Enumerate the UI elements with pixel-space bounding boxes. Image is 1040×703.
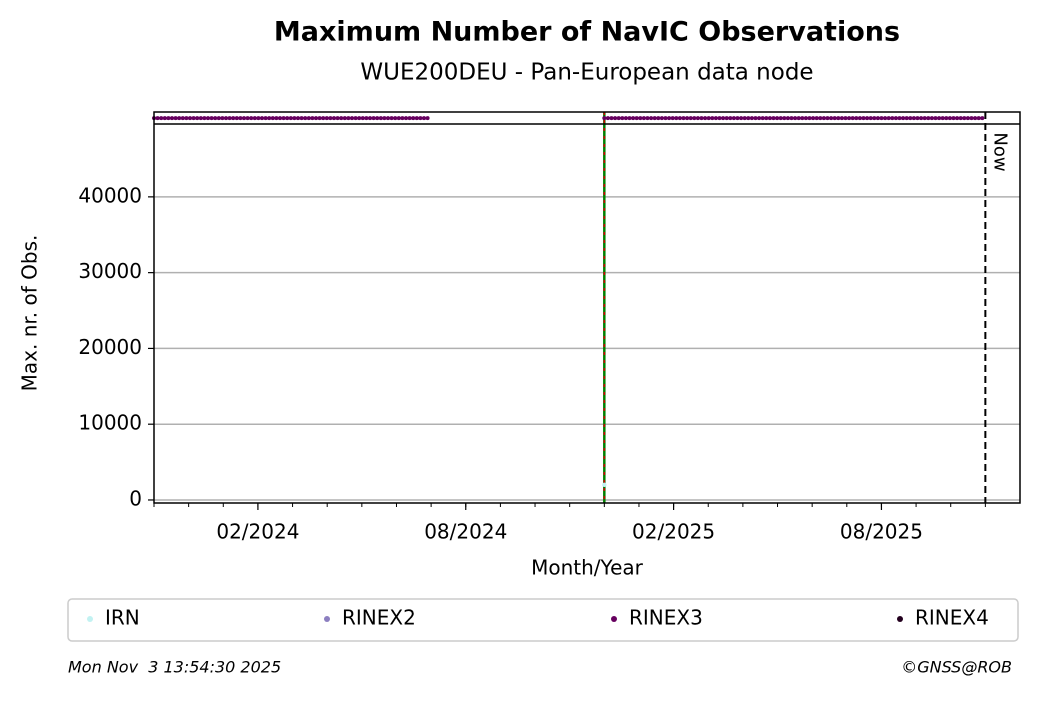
chart-subtitle: WUE200DEU - Pan-European data node <box>360 60 813 86</box>
x-tick-label: 08/2025 <box>840 520 923 544</box>
credit: ©GNSS@ROB <box>901 658 1012 677</box>
legend-label: IRN <box>105 606 140 630</box>
chart-title: Maximum Number of NavIC Observations <box>274 17 900 48</box>
legend-marker <box>611 616 617 622</box>
legend <box>67 598 1019 642</box>
legend-entries: IRN RINEX2 RINEX3 RINEX4 <box>87 606 989 630</box>
data-point <box>602 482 607 488</box>
y-tick-label: 0 <box>129 486 142 510</box>
x-tick-label: 08/2024 <box>424 520 507 544</box>
axes-frame <box>153 111 1021 504</box>
timestamp: Mon Nov 3 13:54:30 2025 <box>68 658 281 677</box>
y-tick-label: 30000 <box>78 259 142 283</box>
y-tick-label: 20000 <box>78 335 142 359</box>
y-tick-label: 40000 <box>78 183 142 207</box>
legend-marker <box>87 616 93 622</box>
plot-area: 0 10000 20000 30000 40000 02/2024 08/2024 02/20… <box>78 112 1020 544</box>
now-label: Now <box>989 132 1010 171</box>
legend-label: RINEX3 <box>629 606 703 630</box>
x-tick-label: 02/2025 <box>632 520 715 544</box>
legend-marker <box>897 616 903 622</box>
y-axis-label: Max. nr. of Obs. <box>18 235 42 392</box>
legend-label: RINEX4 <box>915 606 989 630</box>
legend-marker <box>324 616 330 622</box>
x-tick-label: 02/2024 <box>216 520 299 544</box>
y-tick-label: 10000 <box>78 411 142 435</box>
legend-label: RINEX2 <box>342 606 416 630</box>
x-axis-label: Month/Year <box>531 556 644 580</box>
